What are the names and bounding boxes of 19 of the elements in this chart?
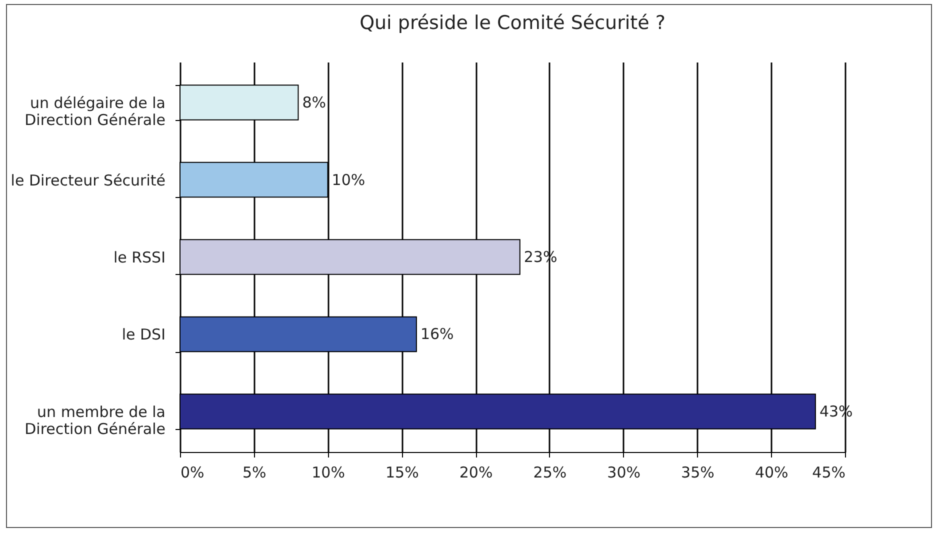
- x-tick-label: 0%: [180, 464, 204, 482]
- y-tick-label: le DSI: [122, 326, 166, 344]
- x-tick-label: 40%: [754, 464, 788, 482]
- x-tick-label: 20%: [459, 464, 493, 482]
- x-tick-label: 10%: [312, 464, 345, 482]
- x-tick-label: 35%: [681, 464, 714, 482]
- data-label: 10%: [332, 170, 366, 189]
- x-tick-label: 15%: [385, 464, 419, 482]
- data-label: 8%: [302, 94, 326, 112]
- y-tick-label: un délégaire de la Direction Générale: [24, 94, 166, 130]
- chart-title: Qui préside le Comité Sécurité ?: [360, 12, 666, 34]
- x-tick-label: 5%: [242, 464, 266, 482]
- y-tick-label: un membre de la Direction Générale: [24, 402, 166, 438]
- x-tick-label: 25%: [533, 464, 567, 482]
- data-label: 16%: [420, 325, 454, 344]
- x-tick-label: 45%: [812, 464, 846, 482]
- y-tick-label: le RSSI: [113, 248, 166, 266]
- x-tick-label: 30%: [607, 464, 641, 482]
- y-tick-label: le Directeur Sécurité: [10, 171, 166, 190]
